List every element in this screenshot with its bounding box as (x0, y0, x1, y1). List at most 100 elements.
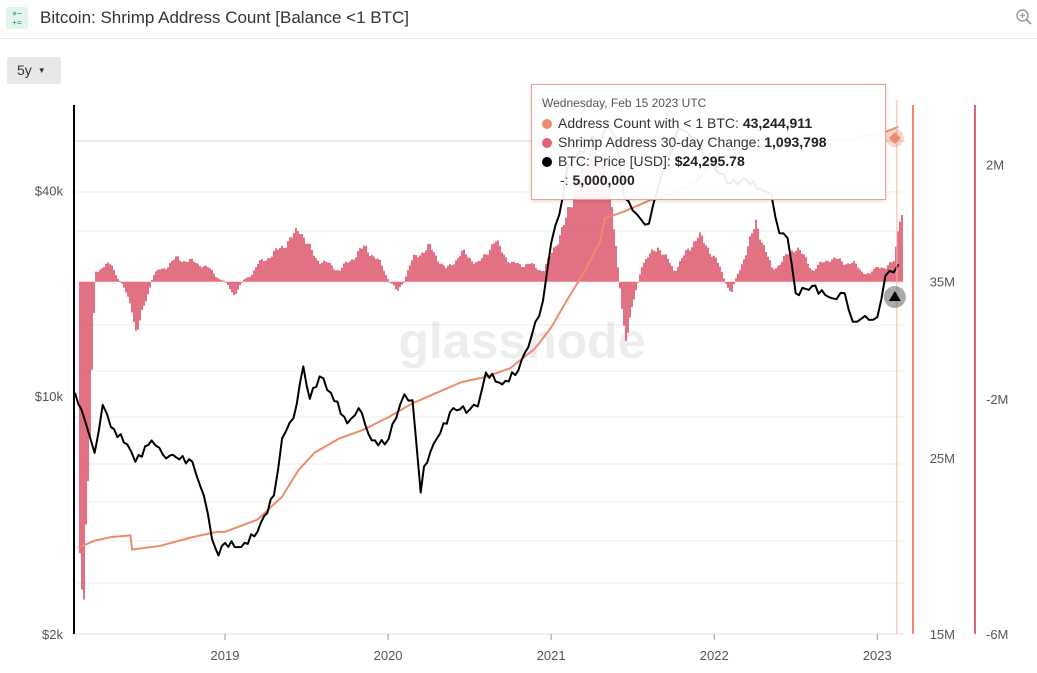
change-bar (199, 266, 201, 282)
x-tick-label: 2020 (374, 648, 403, 663)
change-bar (463, 249, 465, 282)
change-bar (777, 265, 779, 282)
change-bar (747, 246, 749, 282)
change-bar (295, 227, 297, 282)
change-bar (859, 269, 861, 282)
change-bar (91, 281, 93, 370)
change-bar (281, 245, 283, 282)
change-bar (179, 260, 181, 282)
change-bar (289, 237, 291, 282)
change-bar (363, 245, 365, 282)
change-bar (725, 281, 727, 284)
change-bar (567, 207, 569, 282)
range-select[interactable]: 5y ▼ (7, 57, 61, 84)
change-bar (499, 245, 501, 282)
change-bar (339, 270, 341, 282)
change-bar (615, 245, 617, 282)
change-bar (575, 187, 577, 282)
x-tick-label: 2021 (537, 648, 566, 663)
change-bar (361, 248, 363, 282)
change-bar (521, 267, 523, 282)
change-bar (593, 152, 595, 282)
change-bar (227, 281, 229, 286)
series-dot-count (542, 119, 552, 129)
change-bar (515, 263, 517, 282)
change-bar (815, 268, 817, 282)
change-bar (673, 270, 675, 282)
change-bar (461, 250, 463, 282)
change-bar (635, 281, 637, 291)
change-bar (145, 281, 147, 302)
range-select-label: 5y (17, 62, 32, 78)
change-bar (579, 180, 581, 282)
change-bar (385, 274, 387, 282)
change-bar (505, 257, 507, 282)
change-bar (591, 157, 593, 282)
change-bar (335, 270, 337, 282)
change-bar (651, 249, 653, 282)
change-bar (207, 267, 209, 282)
change-bar (513, 261, 515, 282)
chart-header: ×− += Bitcoin: Shrimp Address Count [Bala… (0, 0, 1037, 39)
change-bar (365, 245, 367, 282)
change-bar (345, 261, 347, 282)
change-bar (211, 269, 213, 282)
tooltip-value: 5,000,000 (572, 172, 635, 188)
change-bar (789, 252, 791, 282)
change-bar (451, 265, 453, 282)
tooltip-date: Wednesday, Feb 15 2023 UTC (542, 96, 707, 110)
change-bar (583, 167, 585, 282)
change-bar (813, 270, 815, 282)
change-bar (533, 264, 535, 282)
change-bar (811, 270, 813, 282)
change-bar (437, 261, 439, 282)
change-bar (443, 265, 445, 282)
change-bar (357, 251, 359, 282)
change-bar (565, 217, 567, 282)
change-bar (473, 263, 475, 282)
change-bar (519, 264, 521, 282)
change-bar (737, 273, 739, 282)
change-bar (755, 219, 757, 282)
change-bar (125, 281, 127, 293)
change-bar (647, 257, 649, 282)
change-bar (793, 252, 795, 282)
change-bar (177, 256, 179, 282)
change-bar (487, 254, 489, 282)
change-bar (701, 235, 703, 282)
change-bar (359, 248, 361, 282)
change-bar (315, 258, 317, 282)
change-bar (523, 266, 525, 282)
change-bar (619, 281, 621, 289)
change-bar (287, 241, 289, 282)
change-bar (317, 260, 319, 282)
change-bar (617, 267, 619, 282)
change-bar (263, 261, 265, 282)
change-bar (599, 164, 601, 282)
change-bar (201, 267, 203, 282)
change-bar (639, 274, 641, 282)
x-tick-label: 2022 (700, 648, 729, 663)
change-bar (757, 228, 759, 282)
change-bar (195, 263, 197, 282)
change-bar (323, 260, 325, 282)
change-bar (117, 278, 119, 282)
change-bar (97, 271, 99, 282)
change-bar (389, 281, 391, 283)
change-bar (883, 268, 885, 282)
change-bar (285, 247, 287, 282)
change-bar (845, 264, 847, 282)
change-bar (549, 256, 551, 282)
change-bar (421, 252, 423, 282)
change-bar (665, 254, 667, 282)
series-dot-change (542, 138, 552, 148)
change-bar (613, 229, 615, 282)
change-bar (607, 178, 609, 282)
change-bar (809, 268, 811, 282)
change-bar (483, 254, 485, 282)
zoom-in-icon[interactable] (1015, 8, 1033, 26)
change-bar (765, 252, 767, 282)
change-bar (719, 266, 721, 282)
change-bar (241, 281, 243, 283)
